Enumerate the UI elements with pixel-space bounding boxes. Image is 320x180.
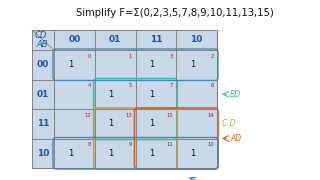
Text: AD: AD [230, 134, 241, 143]
Text: 10: 10 [207, 142, 214, 147]
Text: Simplify F=Σ(0,2,3,5,7,8,9,10,11,13,15): Simplify F=Σ(0,2,3,5,7,8,9,10,11,13,15) [76, 8, 274, 18]
Text: 01: 01 [109, 35, 121, 44]
Text: 13: 13 [126, 112, 132, 118]
Text: 00: 00 [68, 35, 81, 44]
Text: 3: 3 [170, 53, 173, 59]
Text: 11: 11 [37, 119, 49, 128]
Text: 11: 11 [166, 142, 173, 147]
Text: 1: 1 [149, 60, 155, 69]
Text: 1: 1 [108, 90, 114, 99]
Text: 1: 1 [190, 149, 195, 158]
Text: 1: 1 [68, 149, 73, 158]
Text: C D: C D [222, 119, 236, 128]
Text: 8: 8 [88, 142, 92, 147]
Text: CD: CD [35, 31, 47, 40]
Text: 15: 15 [166, 112, 173, 118]
Text: 6: 6 [210, 83, 214, 88]
Text: 01: 01 [37, 90, 49, 99]
Text: 1: 1 [190, 60, 195, 69]
Text: 1: 1 [149, 149, 155, 158]
Text: 2: 2 [210, 53, 214, 59]
Text: 11: 11 [150, 35, 162, 44]
Text: 10: 10 [37, 149, 49, 158]
Text: 00: 00 [37, 60, 49, 69]
Text: 1: 1 [108, 119, 114, 128]
Text: 0: 0 [88, 53, 92, 59]
Bar [32, 30, 217, 168]
Text: 14: 14 [207, 112, 214, 118]
Text: 4: 4 [88, 83, 92, 88]
Text: 10: 10 [190, 35, 203, 44]
Text: 1: 1 [149, 119, 155, 128]
Text: 1: 1 [129, 53, 132, 59]
Text: AB: AB [36, 40, 47, 49]
Text: 9: 9 [129, 142, 132, 147]
Text: 1: 1 [149, 90, 155, 99]
Text: 7: 7 [170, 83, 173, 88]
Text: 12: 12 [85, 112, 92, 118]
Text: 5: 5 [129, 83, 132, 88]
Text: 1: 1 [108, 149, 114, 158]
Text: 1: 1 [68, 60, 73, 69]
Text: BD: BD [230, 90, 241, 99]
